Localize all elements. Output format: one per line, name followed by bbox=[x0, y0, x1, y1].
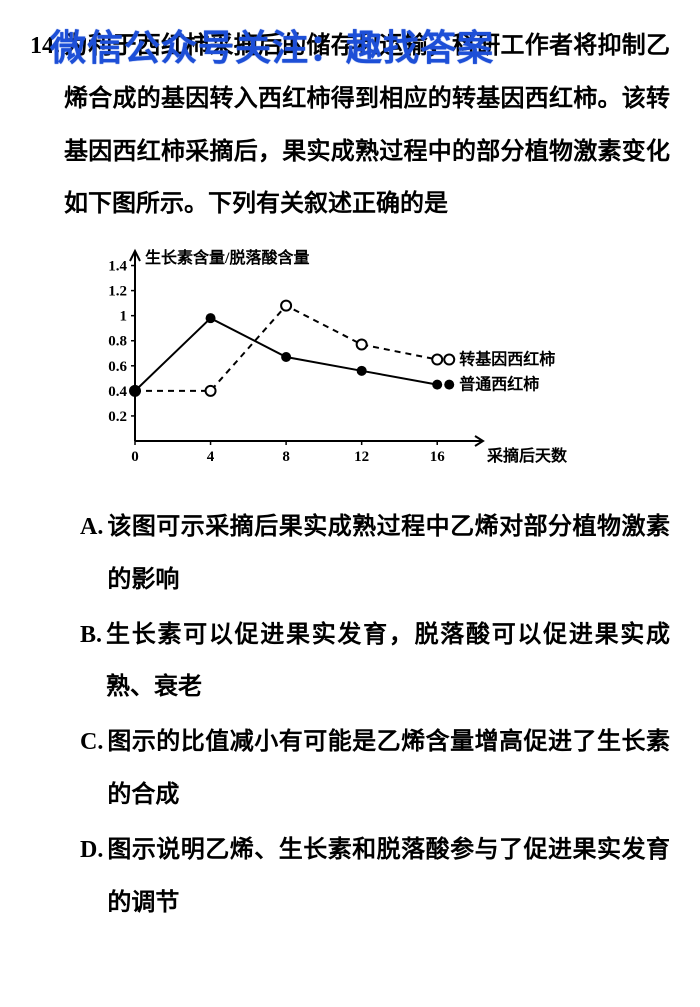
svg-text:0.6: 0.6 bbox=[108, 359, 127, 375]
option-b: B. 生长素可以促进果实发育，脱落酸可以促进果实成熟、衰老 bbox=[80, 609, 670, 715]
svg-text:1.4: 1.4 bbox=[108, 259, 127, 275]
svg-text:0.8: 0.8 bbox=[108, 334, 127, 350]
option-text: 图示的比值减小有可能是乙烯含量增高促进了生长素的合成 bbox=[107, 716, 670, 822]
chart-container: 0.2 0.4 0.6 0.8 1 1.2 1.4 0 4 8 12 16 生长素含量/脱落酸含量采摘后… bbox=[80, 241, 670, 491]
svg-text:生长素含量/脱落酸含量: 生长素含量/脱落酸含量 bbox=[145, 248, 309, 267]
svg-text:普通西红柿: 普通西红柿 bbox=[459, 375, 539, 394]
options-list: A. 该图可示采摘后果实成熟过程中乙烯对部分植物激素的影响 B. 生长素可以促进… bbox=[80, 501, 670, 929]
svg-text:0: 0 bbox=[131, 449, 139, 465]
svg-text:0.2: 0.2 bbox=[108, 409, 127, 425]
option-text: 图示说明乙烯、生长素和脱落酸参与了促进果实发育的调节 bbox=[107, 824, 670, 930]
svg-text:0.4: 0.4 bbox=[108, 384, 127, 400]
option-text: 该图可示采摘后果实成熟过程中乙烯对部分植物激素的影响 bbox=[107, 501, 670, 607]
option-letter: A. bbox=[80, 501, 103, 607]
option-a: A. 该图可示采摘后果实成熟过程中乙烯对部分植物激素的影响 bbox=[80, 501, 670, 607]
svg-text:转基因西红柿: 转基因西红柿 bbox=[459, 350, 555, 369]
line-chart: 0.2 0.4 0.6 0.8 1 1.2 1.4 0 4 8 12 16 生长素含量/脱落酸含量采摘后… bbox=[80, 241, 600, 471]
svg-text:采摘后天数: 采摘后天数 bbox=[486, 446, 568, 465]
option-letter: D. bbox=[80, 824, 103, 930]
option-letter: B. bbox=[80, 609, 102, 715]
svg-text:1.2: 1.2 bbox=[108, 284, 127, 300]
svg-text:16: 16 bbox=[430, 449, 446, 465]
option-d: D. 图示说明乙烯、生长素和脱落酸参与了促进果实发育的调节 bbox=[80, 824, 670, 930]
watermark-text: 微信公众号关注：趣找答案 bbox=[50, 8, 494, 87]
svg-text:4: 4 bbox=[207, 449, 215, 465]
option-text: 生长素可以促进果实发育，脱落酸可以促进果实成熟、衰老 bbox=[106, 609, 670, 715]
option-c: C. 图示的比值减小有可能是乙烯含量增高促进了生长素的合成 bbox=[80, 716, 670, 822]
svg-text:8: 8 bbox=[282, 449, 290, 465]
option-letter: C. bbox=[80, 716, 103, 822]
svg-text:1: 1 bbox=[120, 309, 128, 325]
svg-text:12: 12 bbox=[354, 449, 369, 465]
